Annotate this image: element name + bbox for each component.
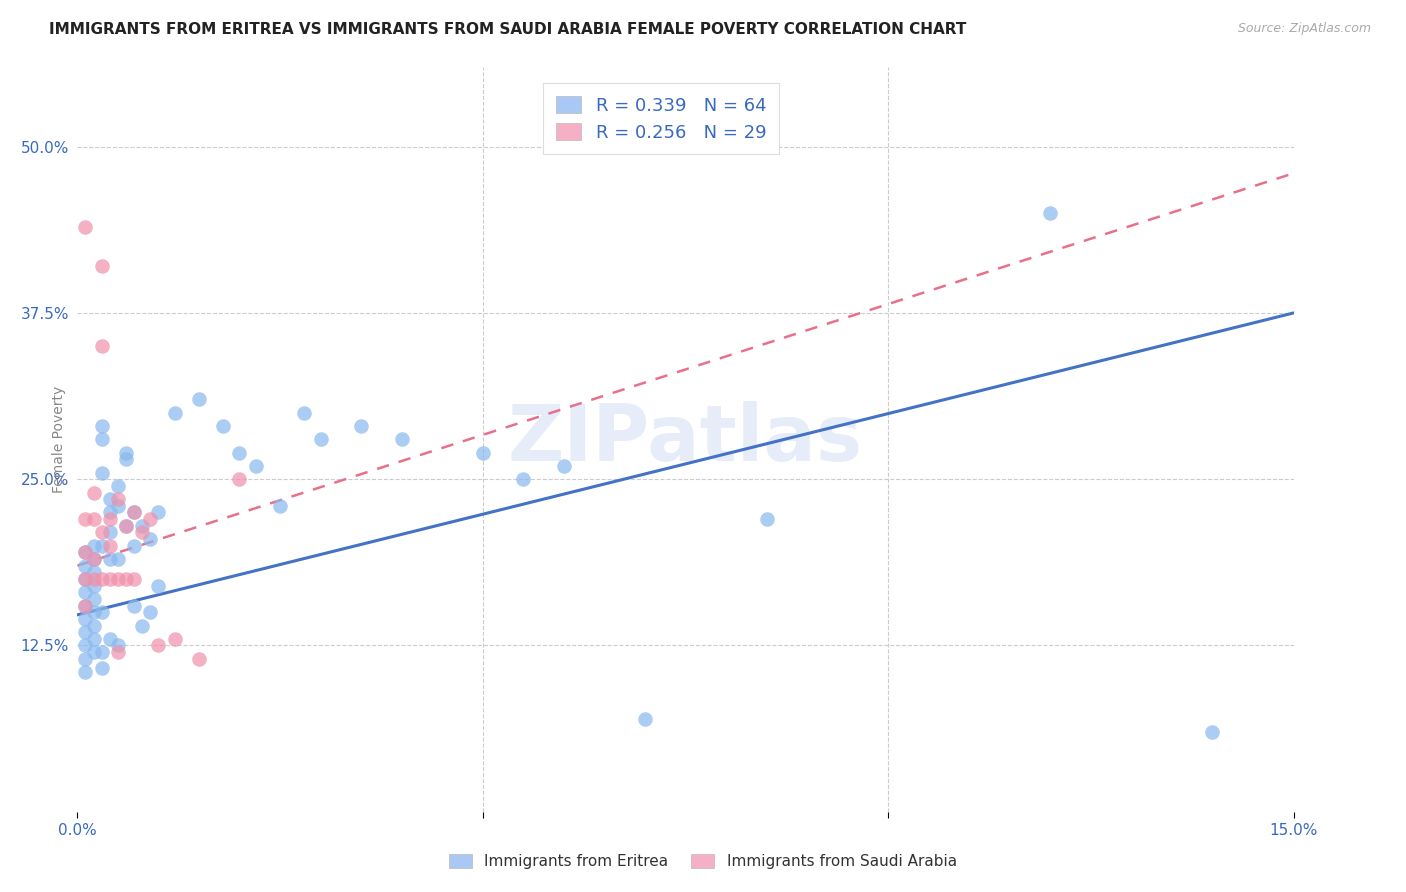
Point — [75, 652, 97, 666]
Point — [1201, 725, 1223, 739]
Point — [115, 518, 138, 533]
Point — [90, 466, 112, 480]
Point — [122, 506, 145, 520]
Point — [139, 532, 162, 546]
Point — [107, 639, 129, 653]
Point — [75, 512, 97, 526]
Point — [131, 525, 153, 540]
Point — [98, 552, 121, 566]
Point — [75, 599, 97, 613]
Point — [75, 612, 97, 626]
Point — [107, 572, 129, 586]
Point — [391, 433, 413, 447]
Point — [122, 572, 145, 586]
Point — [83, 618, 105, 632]
Point — [98, 539, 121, 553]
Point — [269, 499, 291, 513]
Point — [148, 579, 170, 593]
Point — [471, 445, 494, 459]
Point — [75, 639, 97, 653]
Point — [90, 539, 112, 553]
Point — [245, 458, 267, 473]
Point — [98, 632, 121, 646]
Point — [163, 632, 186, 646]
Point — [107, 552, 129, 566]
Point — [75, 545, 97, 559]
Point — [83, 645, 105, 659]
Point — [83, 539, 105, 553]
Point — [90, 419, 112, 434]
Point — [83, 605, 105, 619]
Point — [309, 433, 332, 447]
Point — [148, 639, 170, 653]
Point — [98, 572, 121, 586]
Point — [115, 452, 138, 467]
Point — [188, 392, 211, 407]
Point — [228, 445, 250, 459]
Legend: Immigrants from Eritrea, Immigrants from Saudi Arabia: Immigrants from Eritrea, Immigrants from… — [443, 848, 963, 875]
Point — [83, 552, 105, 566]
Point — [75, 572, 97, 586]
Point — [90, 433, 112, 447]
Point — [83, 632, 105, 646]
Point — [139, 605, 162, 619]
Point — [83, 485, 105, 500]
Point — [83, 512, 105, 526]
Point — [98, 492, 121, 507]
Y-axis label: Female Poverty: Female Poverty — [52, 385, 66, 493]
Point — [98, 512, 121, 526]
Point — [90, 339, 112, 353]
Point — [122, 539, 145, 553]
Point — [755, 512, 778, 526]
Point — [90, 645, 112, 659]
Point — [83, 552, 105, 566]
Point — [163, 406, 186, 420]
Point — [139, 512, 162, 526]
Point — [98, 525, 121, 540]
Point — [75, 665, 97, 679]
Point — [75, 625, 97, 640]
Text: IMMIGRANTS FROM ERITREA VS IMMIGRANTS FROM SAUDI ARABIA FEMALE POVERTY CORRELATI: IMMIGRANTS FROM ERITREA VS IMMIGRANTS FR… — [49, 22, 966, 37]
Point — [1039, 206, 1062, 220]
Point — [107, 479, 129, 493]
Point — [83, 579, 105, 593]
Point — [83, 572, 105, 586]
Point — [553, 458, 575, 473]
Point — [115, 445, 138, 459]
Point — [122, 599, 145, 613]
Point — [75, 558, 97, 573]
Point — [90, 605, 112, 619]
Point — [634, 712, 657, 726]
Text: ZIPatlas: ZIPatlas — [508, 401, 863, 477]
Point — [512, 472, 534, 486]
Point — [228, 472, 250, 486]
Legend: R = 0.339   N = 64, R = 0.256   N = 29: R = 0.339 N = 64, R = 0.256 N = 29 — [543, 83, 779, 154]
Point — [292, 406, 315, 420]
Point — [212, 419, 235, 434]
Point — [107, 492, 129, 507]
Point — [75, 545, 97, 559]
Point — [122, 506, 145, 520]
Point — [115, 518, 138, 533]
Point — [107, 645, 129, 659]
Point — [75, 585, 97, 599]
Point — [131, 518, 153, 533]
Point — [90, 525, 112, 540]
Point — [188, 652, 211, 666]
Point — [107, 499, 129, 513]
Point — [98, 506, 121, 520]
Point — [75, 219, 97, 234]
Text: Source: ZipAtlas.com: Source: ZipAtlas.com — [1237, 22, 1371, 36]
Point — [83, 566, 105, 580]
Point — [75, 599, 97, 613]
Point — [90, 572, 112, 586]
Point — [90, 260, 112, 274]
Point — [131, 618, 153, 632]
Point — [83, 591, 105, 606]
Point — [350, 419, 373, 434]
Point — [115, 572, 138, 586]
Point — [75, 572, 97, 586]
Point — [90, 661, 112, 675]
Point — [148, 506, 170, 520]
